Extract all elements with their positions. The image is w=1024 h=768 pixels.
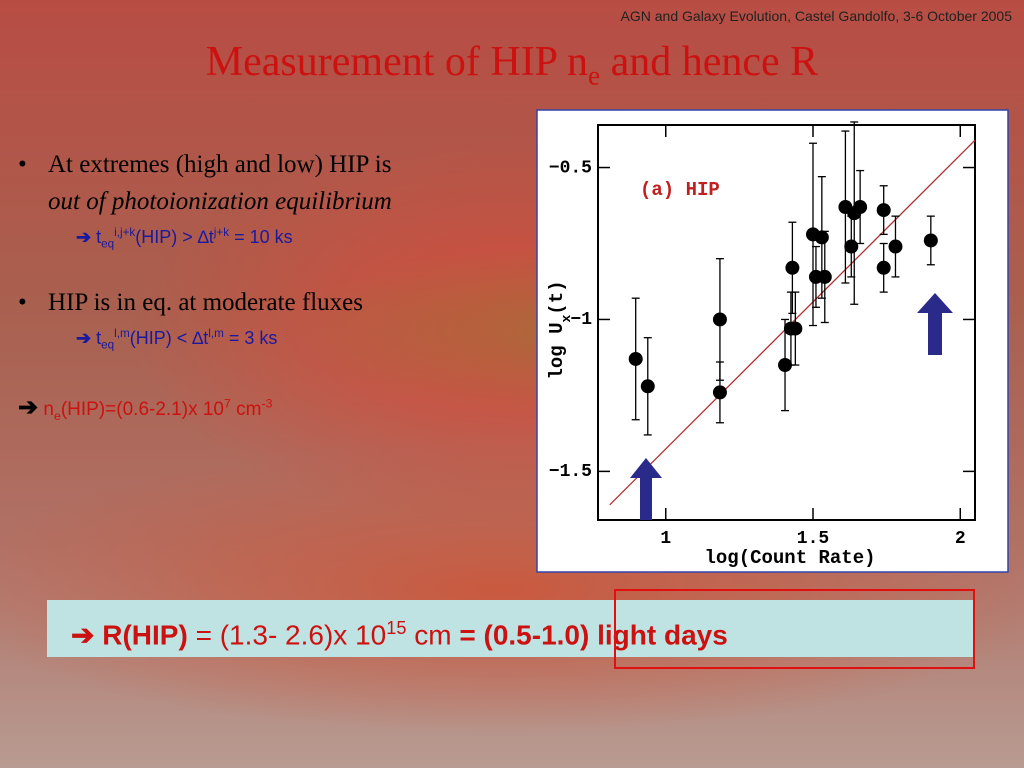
point	[785, 260, 800, 275]
sup: j+k	[213, 226, 230, 239]
header: AGN and Galaxy Evolution, Castel Gandolf…	[620, 8, 1012, 24]
bullet-detail: ➔ teqi,j+k(HIP) > ∆tj+k = 10 ks	[76, 220, 392, 258]
text: cm	[406, 619, 460, 651]
sup: 15	[386, 618, 407, 638]
arrow-low	[630, 458, 662, 520]
point	[876, 203, 891, 218]
text: t	[91, 227, 102, 247]
result-box: ➔ R(HIP) = (1.3- 2.6)x 1015 cm = (0.5-1.…	[47, 600, 975, 657]
marks: 1 1.5 2 −0.5 −1 −1.5	[549, 121, 976, 549]
y-label-sub: x	[559, 315, 574, 323]
plot-frame	[597, 124, 976, 521]
text: = 10 ks	[229, 227, 293, 247]
point	[888, 239, 903, 254]
y-tick-label: −0.5	[549, 158, 592, 178]
point	[853, 200, 868, 215]
y-tick-label: −1.5	[549, 462, 592, 482]
point	[628, 351, 643, 366]
x-tick-label: 1	[660, 529, 671, 549]
arrow: ➔	[76, 227, 92, 247]
text: cm	[230, 399, 262, 420]
bullet-dot: •	[18, 289, 27, 316]
sub: e	[53, 408, 61, 423]
title-end: and hence R	[600, 39, 819, 85]
point	[788, 321, 803, 336]
bullet-detail: ➔ teql,m(HIP) < ∆tl,m = 3 ks	[76, 327, 363, 352]
density: ➔ ne(HIP)=(0.6-2.1)x 107 cm-3	[18, 393, 272, 423]
y-axis-label: log Ux(t)	[546, 280, 574, 379]
arrow: ➔	[18, 394, 39, 421]
point	[712, 312, 727, 327]
point	[814, 230, 829, 245]
arrow-high	[917, 293, 953, 355]
bullet-text: out of photoionization equilibrium	[48, 188, 392, 215]
sup: l,m	[208, 327, 224, 340]
point	[778, 358, 793, 373]
point	[640, 379, 655, 394]
bullet-text: At extremes (high and low) HIP is	[48, 151, 392, 178]
sub: eq	[101, 338, 115, 352]
text: = (1.3- 2.6)x 10	[187, 619, 387, 651]
point	[923, 233, 938, 248]
y-label-main: log U	[546, 323, 568, 380]
title: Measurement of HIP ne and hence R	[0, 38, 1024, 91]
text: ➔ R(HIP)	[71, 619, 188, 651]
bullet-text: HIP is in eq. at moderate fluxes	[48, 289, 363, 316]
sup: l,m	[114, 327, 130, 340]
sub: eq	[101, 237, 115, 251]
title-sub: e	[587, 60, 601, 91]
text: (HIP)=(0.6-2.1)x 10	[60, 399, 224, 420]
text: (0.5-1.0) light days	[483, 619, 728, 651]
x-tick-label: 1.5	[797, 529, 829, 549]
x-tick-label: 2	[955, 529, 966, 549]
text: (HIP) < ∆t	[129, 328, 209, 348]
text: =	[459, 619, 476, 651]
text	[476, 619, 484, 650]
text: = 3 ks	[223, 328, 278, 348]
point	[876, 260, 891, 275]
text: (HIP) > ∆t	[135, 227, 214, 247]
x-axis-label: log(Count Rate)	[704, 547, 875, 569]
y-tick-label: −1	[570, 310, 592, 330]
text: n	[38, 399, 54, 420]
point	[844, 239, 859, 254]
highlight-box	[614, 589, 975, 669]
bullet: • HIP is in eq. at moderate fluxes ➔ teq…	[18, 284, 363, 352]
sup: 7	[224, 396, 231, 411]
point	[712, 385, 727, 400]
point	[817, 269, 832, 284]
sup: i,j+k	[114, 226, 136, 239]
title-text: Measurement of HIP n	[205, 39, 588, 85]
sup: -3	[261, 396, 273, 411]
y-label-end: (t)	[546, 280, 568, 314]
bullet-dot: •	[18, 151, 27, 178]
text: t	[91, 328, 102, 348]
arrow: ➔	[76, 328, 92, 348]
bullet: • At extremes (high and low) HIP is out …	[18, 146, 392, 258]
plot-annotation: (a) HIP	[640, 179, 720, 201]
